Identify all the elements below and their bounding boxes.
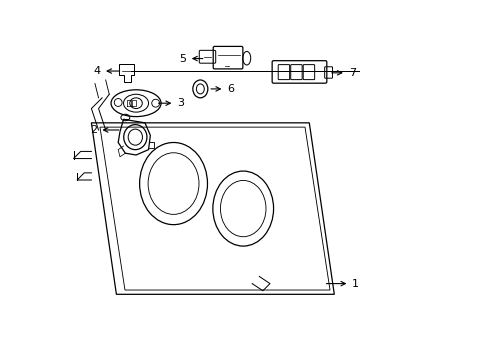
Text: 5: 5 (179, 54, 203, 64)
Text: 1: 1 (326, 279, 359, 289)
Text: 2: 2 (90, 125, 119, 135)
Text: 4: 4 (93, 66, 120, 76)
Text: 7: 7 (332, 68, 356, 78)
Text: 3: 3 (158, 98, 184, 108)
Text: 6: 6 (211, 84, 234, 94)
